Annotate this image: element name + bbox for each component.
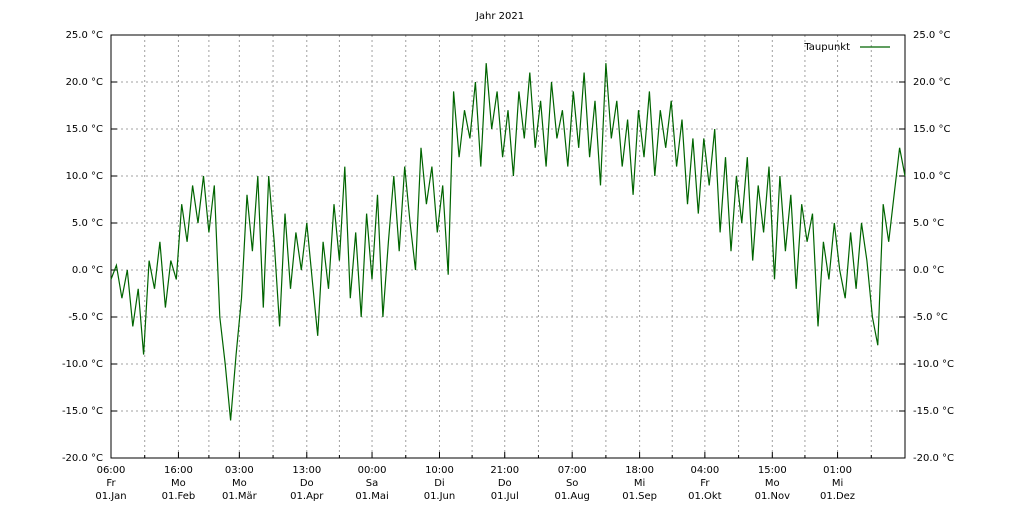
y2-tick-label: 15.0 °C [913,124,950,135]
legend-label: Taupunkt [803,42,850,53]
x-tick-label: 01.Dez [820,491,855,502]
plot-frame [110,34,906,459]
y-tick-label: -20.0 °C [62,453,103,464]
y2-tick-label: -20.0 °C [913,453,954,464]
x-tick-label: Mi [634,478,645,489]
x-tick-label: 01.Mai [355,491,388,502]
x-tick-label: 01.Jan [95,491,126,502]
x-tick-label: 15:00 [758,465,787,476]
x-tick-label: Fr [106,478,116,489]
x-tick-label: Mo [171,478,186,489]
x-tick-label: 07:00 [558,465,587,476]
x-tick-label: 21:00 [490,465,519,476]
y2-tick-label: 20.0 °C [913,77,950,88]
y2-tick-label: -5.0 °C [913,312,948,323]
x-tick-label: 01.Aug [554,491,589,502]
x-tick-label: Do [300,478,314,489]
x-tick-label: 01.Jul [491,491,519,502]
x-tick-label: 00:00 [358,465,387,476]
y2-tick-label: 10.0 °C [913,171,950,182]
y-tick-label: -15.0 °C [62,406,103,417]
y-tick-label: -10.0 °C [62,359,103,370]
x-tick-label: So [566,478,578,489]
x-tick-label: 01.Nov [755,491,791,502]
y2-tick-label: 5.0 °C [913,218,944,229]
y-tick-label: 0.0 °C [72,265,103,276]
x-tick-label: 01.Sep [622,491,657,502]
y2-tick-label: -15.0 °C [913,406,954,417]
y-tick-label: 20.0 °C [66,77,103,88]
x-tick-label: 01.Mär [222,491,258,502]
y2-tick-label: -10.0 °C [913,359,954,370]
x-tick-label: Mo [765,478,780,489]
y2-tick-label: 25.0 °C [913,30,950,41]
x-tick-label: 04:00 [690,465,719,476]
x-tick-label: 13:00 [292,465,321,476]
x-tick-label: Sa [366,478,378,489]
y-tick-label: -5.0 °C [68,312,103,323]
data-line [110,63,906,421]
y-tick-label: 25.0 °C [66,30,103,41]
x-tick-label: 01:00 [823,465,852,476]
x-tick-label: Mi [832,478,843,489]
x-tick-label: Di [434,478,444,489]
x-tick-label: Do [498,478,512,489]
x-tick-label: 03:00 [225,465,254,476]
x-tick-label: Mo [232,478,247,489]
x-tick-label: 06:00 [97,465,126,476]
x-tick-label: 10:00 [425,465,454,476]
y-tick-label: 10.0 °C [66,171,103,182]
x-tick-label: 01.Okt [688,491,722,502]
x-tick-label: 01.Jun [424,491,456,502]
y2-tick-label: 0.0 °C [913,265,944,276]
x-tick-label: 18:00 [625,465,654,476]
x-tick-label: 01.Feb [162,491,196,502]
y-tick-label: 15.0 °C [66,124,103,135]
y-tick-label: 5.0 °C [72,218,103,229]
x-tick-label: Fr [700,478,710,489]
x-tick-label: 16:00 [164,465,193,476]
x-tick-label: 01.Apr [290,491,324,502]
chart-title: Jahr 2021 [475,11,524,22]
